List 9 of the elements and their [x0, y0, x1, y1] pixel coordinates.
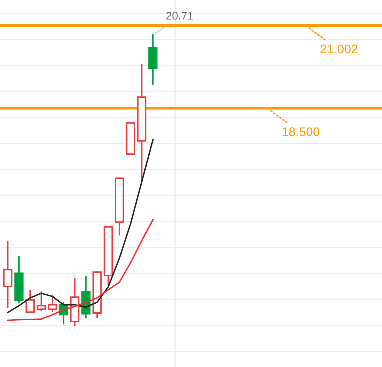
annotation: 18.500 — [282, 128, 320, 136]
text: 20.71 — [166, 12, 194, 20]
candlestick — [36, 292, 46, 312]
candlestick — [148, 34, 158, 85]
candlestick — [48, 295, 58, 312]
candlestick — [137, 64, 147, 183]
candlestick — [14, 256, 24, 304]
annotation: 21.002 — [320, 44, 358, 54]
candlestick — [3, 241, 13, 308]
